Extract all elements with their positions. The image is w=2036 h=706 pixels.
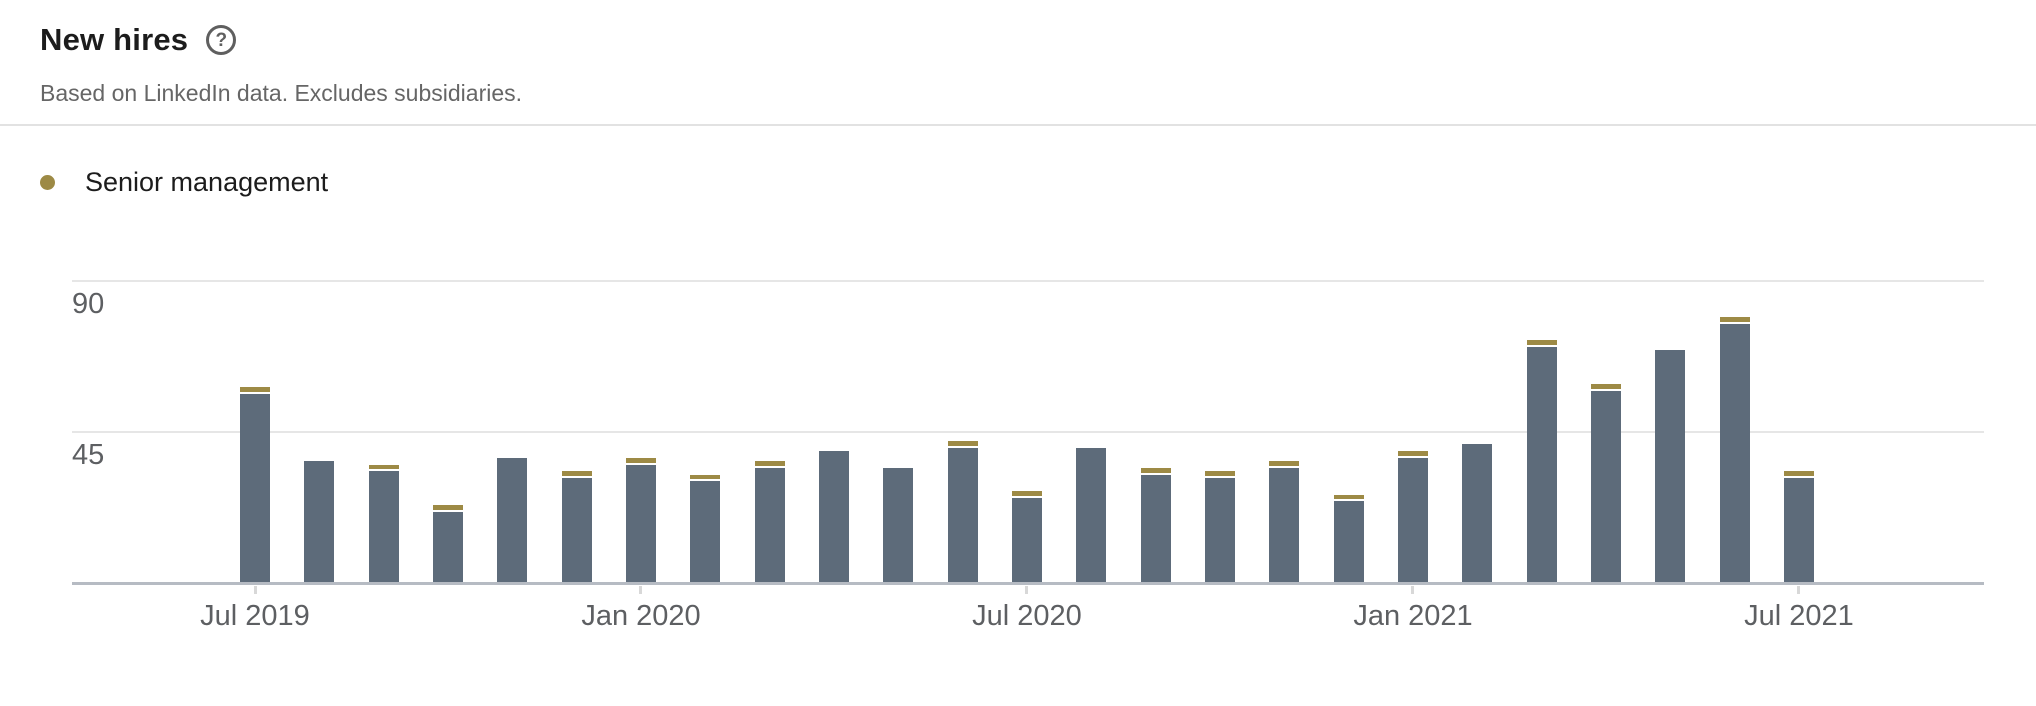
chart-subtitle: Based on LinkedIn data. Excludes subsidi… (40, 80, 523, 106)
bar-jul-2020[interactable] (1011, 280, 1042, 582)
x-axis-label-jul-2020: Jul 2020 (972, 600, 1082, 632)
bar-segment-senior-management (1011, 491, 1042, 499)
bar-segment-new-hires (368, 471, 399, 582)
help-icon[interactable]: ? (206, 25, 237, 55)
chart-header: New hires ? Based on LinkedIn data. Excl… (40, 22, 522, 107)
x-axis-label-jul-2021: Jul 2021 (1744, 600, 1854, 632)
bar-feb-2021[interactable] (1462, 280, 1493, 582)
x-axis-tick-jul-2019 (253, 586, 257, 594)
legend-label: Senior management (85, 166, 329, 197)
bar-mar-2020[interactable] (754, 280, 785, 582)
bar-apr-2021[interactable] (1590, 280, 1621, 582)
bar-segment-new-hires (1526, 347, 1557, 582)
x-axis-tick-jan-2021 (1411, 586, 1415, 594)
bar-segment-senior-management (625, 457, 656, 465)
header-divider (0, 124, 2036, 126)
bar-segment-new-hires (1011, 498, 1042, 582)
gridline-90 (72, 280, 1984, 282)
x-axis-tick-jul-2021 (1797, 586, 1801, 594)
bar-segment-senior-management (690, 474, 721, 482)
bar-segment-new-hires (883, 467, 914, 582)
bar-segment-new-hires (625, 464, 656, 582)
bar-segment-senior-management (368, 464, 399, 472)
bar-oct-2020[interactable] (1204, 280, 1235, 582)
x-axis-label-jan-2020: Jan 2020 (581, 600, 701, 632)
bar-segment-new-hires (1397, 457, 1428, 582)
bar-segment-new-hires (690, 481, 721, 582)
bar-jul-2019[interactable] (240, 280, 270, 582)
x-axis-label-jul-2019: Jul 2019 (200, 600, 310, 632)
bar-segment-senior-management (1333, 494, 1364, 502)
bar-sep-2020[interactable] (1140, 280, 1171, 582)
bar-segment-new-hires (1783, 477, 1814, 582)
legend-item-senior-management: Senior management (40, 167, 328, 198)
y-axis-label-90: 90 (72, 288, 105, 320)
bar-segment-senior-management (947, 441, 978, 448)
bar-segment-new-hires (1590, 390, 1621, 582)
bar-segment-senior-management (1526, 340, 1557, 348)
y-axis-label-45: 45 (72, 439, 105, 471)
bar-segment-senior-management (561, 471, 592, 478)
x-axis-tick-jul-2020 (1025, 586, 1029, 594)
chart-plot-area: 90 45 Jul 2019 Jan 2020 Jul 2020 Jan 2021 Jul … (72, 280, 1984, 631)
bar-segment-new-hires (1140, 474, 1171, 582)
gridline-45 (72, 431, 1984, 433)
bar-nov-2019[interactable] (497, 280, 528, 582)
bar-segment-new-hires (818, 451, 849, 582)
x-axis-label-jan-2021: Jan 2021 (1353, 600, 1473, 632)
legend: Senior management (40, 164, 328, 200)
bar-segment-new-hires (1462, 444, 1493, 582)
bar-aug-2020[interactable] (1076, 280, 1107, 582)
bar-segment-senior-management (1397, 451, 1428, 458)
bar-segment-new-hires (561, 477, 592, 582)
bar-jun-2020[interactable] (947, 280, 978, 582)
bar-segment-new-hires (754, 467, 785, 582)
x-axis-tick-jan-2020 (639, 586, 643, 594)
bar-segment-new-hires (240, 394, 270, 582)
bar-segment-new-hires (432, 511, 463, 582)
bar-aug-2019[interactable] (304, 280, 335, 582)
bar-segment-senior-management (240, 387, 270, 395)
legend-dot (40, 174, 55, 190)
bar-may-2020[interactable] (883, 280, 914, 582)
bar-dec-2020[interactable] (1333, 280, 1364, 582)
bar-dec-2019[interactable] (561, 280, 592, 582)
chart-title: New hires (40, 22, 189, 57)
bar-segment-new-hires (1269, 467, 1300, 582)
bar-segment-new-hires (947, 447, 978, 582)
bar-feb-2020[interactable] (690, 280, 721, 582)
bar-segment-new-hires (1333, 501, 1364, 582)
bar-segment-senior-management (1140, 467, 1171, 475)
bar-jan-2021[interactable] (1397, 280, 1428, 582)
bar-segment-new-hires (497, 457, 528, 582)
bar-may-2021[interactable] (1655, 280, 1686, 582)
bar-segment-senior-management (1719, 316, 1750, 324)
bar-segment-senior-management (1783, 471, 1814, 478)
bar-apr-2020[interactable] (818, 280, 849, 582)
bar-segment-senior-management (1590, 384, 1621, 391)
bar-jun-2021[interactable] (1719, 280, 1750, 582)
bar-jul-2021[interactable] (1783, 280, 1814, 582)
bar-jan-2020[interactable] (625, 280, 656, 582)
bar-segment-new-hires (1204, 477, 1235, 582)
bar-nov-2020[interactable] (1269, 280, 1300, 582)
bar-segment-new-hires (1655, 350, 1686, 582)
bar-segment-senior-management (1269, 461, 1300, 468)
bar-mar-2021[interactable] (1526, 280, 1557, 582)
bar-segment-senior-management (754, 461, 785, 468)
bar-segment-new-hires (1719, 323, 1750, 582)
bar-segment-senior-management (432, 504, 463, 512)
bar-oct-2019[interactable] (432, 280, 463, 582)
x-axis-line (72, 582, 1984, 585)
bar-segment-new-hires (1076, 447, 1107, 582)
bar-segment-senior-management (1204, 471, 1235, 478)
bar-sep-2019[interactable] (368, 280, 399, 582)
bar-segment-new-hires (304, 461, 335, 582)
